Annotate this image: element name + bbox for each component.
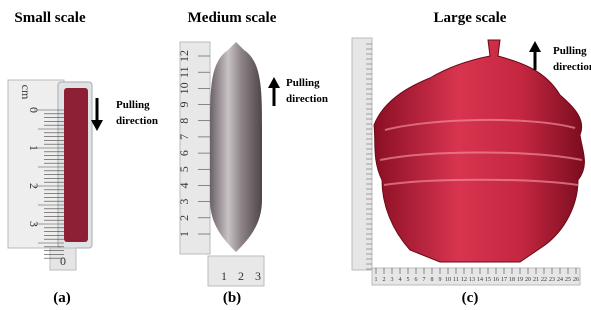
ruler-label: 7 (423, 277, 426, 283)
ruler-label: 17 (501, 277, 507, 283)
ruler-label: 3 (391, 277, 394, 283)
ruler-label: 2 (383, 277, 386, 283)
ruler-label: 14 (477, 277, 483, 283)
annotation: Pulling (286, 77, 320, 89)
ruler-label: 20 (525, 277, 531, 283)
ruler-label: 12 (461, 277, 467, 283)
panel-label: (b) (223, 290, 241, 306)
ruler-label: 4 (399, 277, 402, 283)
arrow-head (268, 77, 280, 88)
panel-title: Small scale (14, 10, 86, 26)
panel-label: (c) (462, 290, 479, 306)
ruler-label: 3 (255, 269, 261, 283)
crystal (374, 40, 584, 262)
ruler-label: 26 (573, 277, 579, 283)
ruler-label: 22 (541, 277, 547, 283)
ruler-unit: cm (19, 85, 33, 100)
crystal (64, 88, 88, 242)
crystal (210, 42, 262, 252)
panel-title: Medium scale (188, 10, 277, 26)
ruler-label: 13 (469, 277, 475, 283)
ruler-label: 7 (177, 134, 191, 140)
ruler-label: 8 (431, 277, 434, 283)
ruler-label: 10 (177, 82, 191, 94)
figure: Small scale Medium scale Large scale Pul… (0, 0, 591, 310)
panel-label: (a) (53, 290, 71, 306)
ruler-label: 24 (557, 277, 563, 283)
ruler-label: 10 (445, 277, 451, 283)
ruler-label: 15 (485, 277, 491, 283)
ruler-label: 2 (238, 269, 244, 283)
ruler-label: 5 (407, 277, 410, 283)
ruler-label: 18 (509, 277, 515, 283)
ruler-label: 21 (533, 277, 539, 283)
annotation: Pulling (553, 45, 587, 57)
ruler-label: 1 (221, 269, 227, 283)
ruler-label: 6 (177, 150, 191, 156)
arrow-head (529, 41, 541, 52)
ruler-label: 8 (177, 118, 191, 124)
annotation: direction (553, 61, 591, 73)
ruler-label: 1 (375, 277, 378, 283)
ruler-label: 4 (177, 182, 191, 188)
ruler-label: 5 (177, 166, 191, 172)
ruler-label: 1 (177, 231, 191, 237)
ruler-label: 11 (177, 66, 191, 78)
annotation: direction (286, 93, 328, 105)
ruler-label: 23 (549, 277, 555, 283)
panel-title: Large scale (434, 10, 507, 26)
ruler-label: 12 (177, 50, 191, 62)
arrow-head (91, 120, 103, 131)
ruler-label: 9 (177, 102, 191, 108)
ruler-label: 0 (60, 254, 66, 268)
annotation: Pulling (116, 99, 150, 111)
ruler-label: 6 (415, 277, 418, 283)
ruler-label: 3 (177, 199, 191, 205)
ruler-label: 16 (493, 277, 499, 283)
ruler-label: 11 (453, 277, 459, 283)
ruler-label: 25 (565, 277, 571, 283)
ruler-label: 2 (177, 215, 191, 221)
annotation: direction (116, 115, 158, 127)
ruler-label: 19 (517, 277, 523, 283)
ruler-label: 9 (439, 277, 442, 283)
